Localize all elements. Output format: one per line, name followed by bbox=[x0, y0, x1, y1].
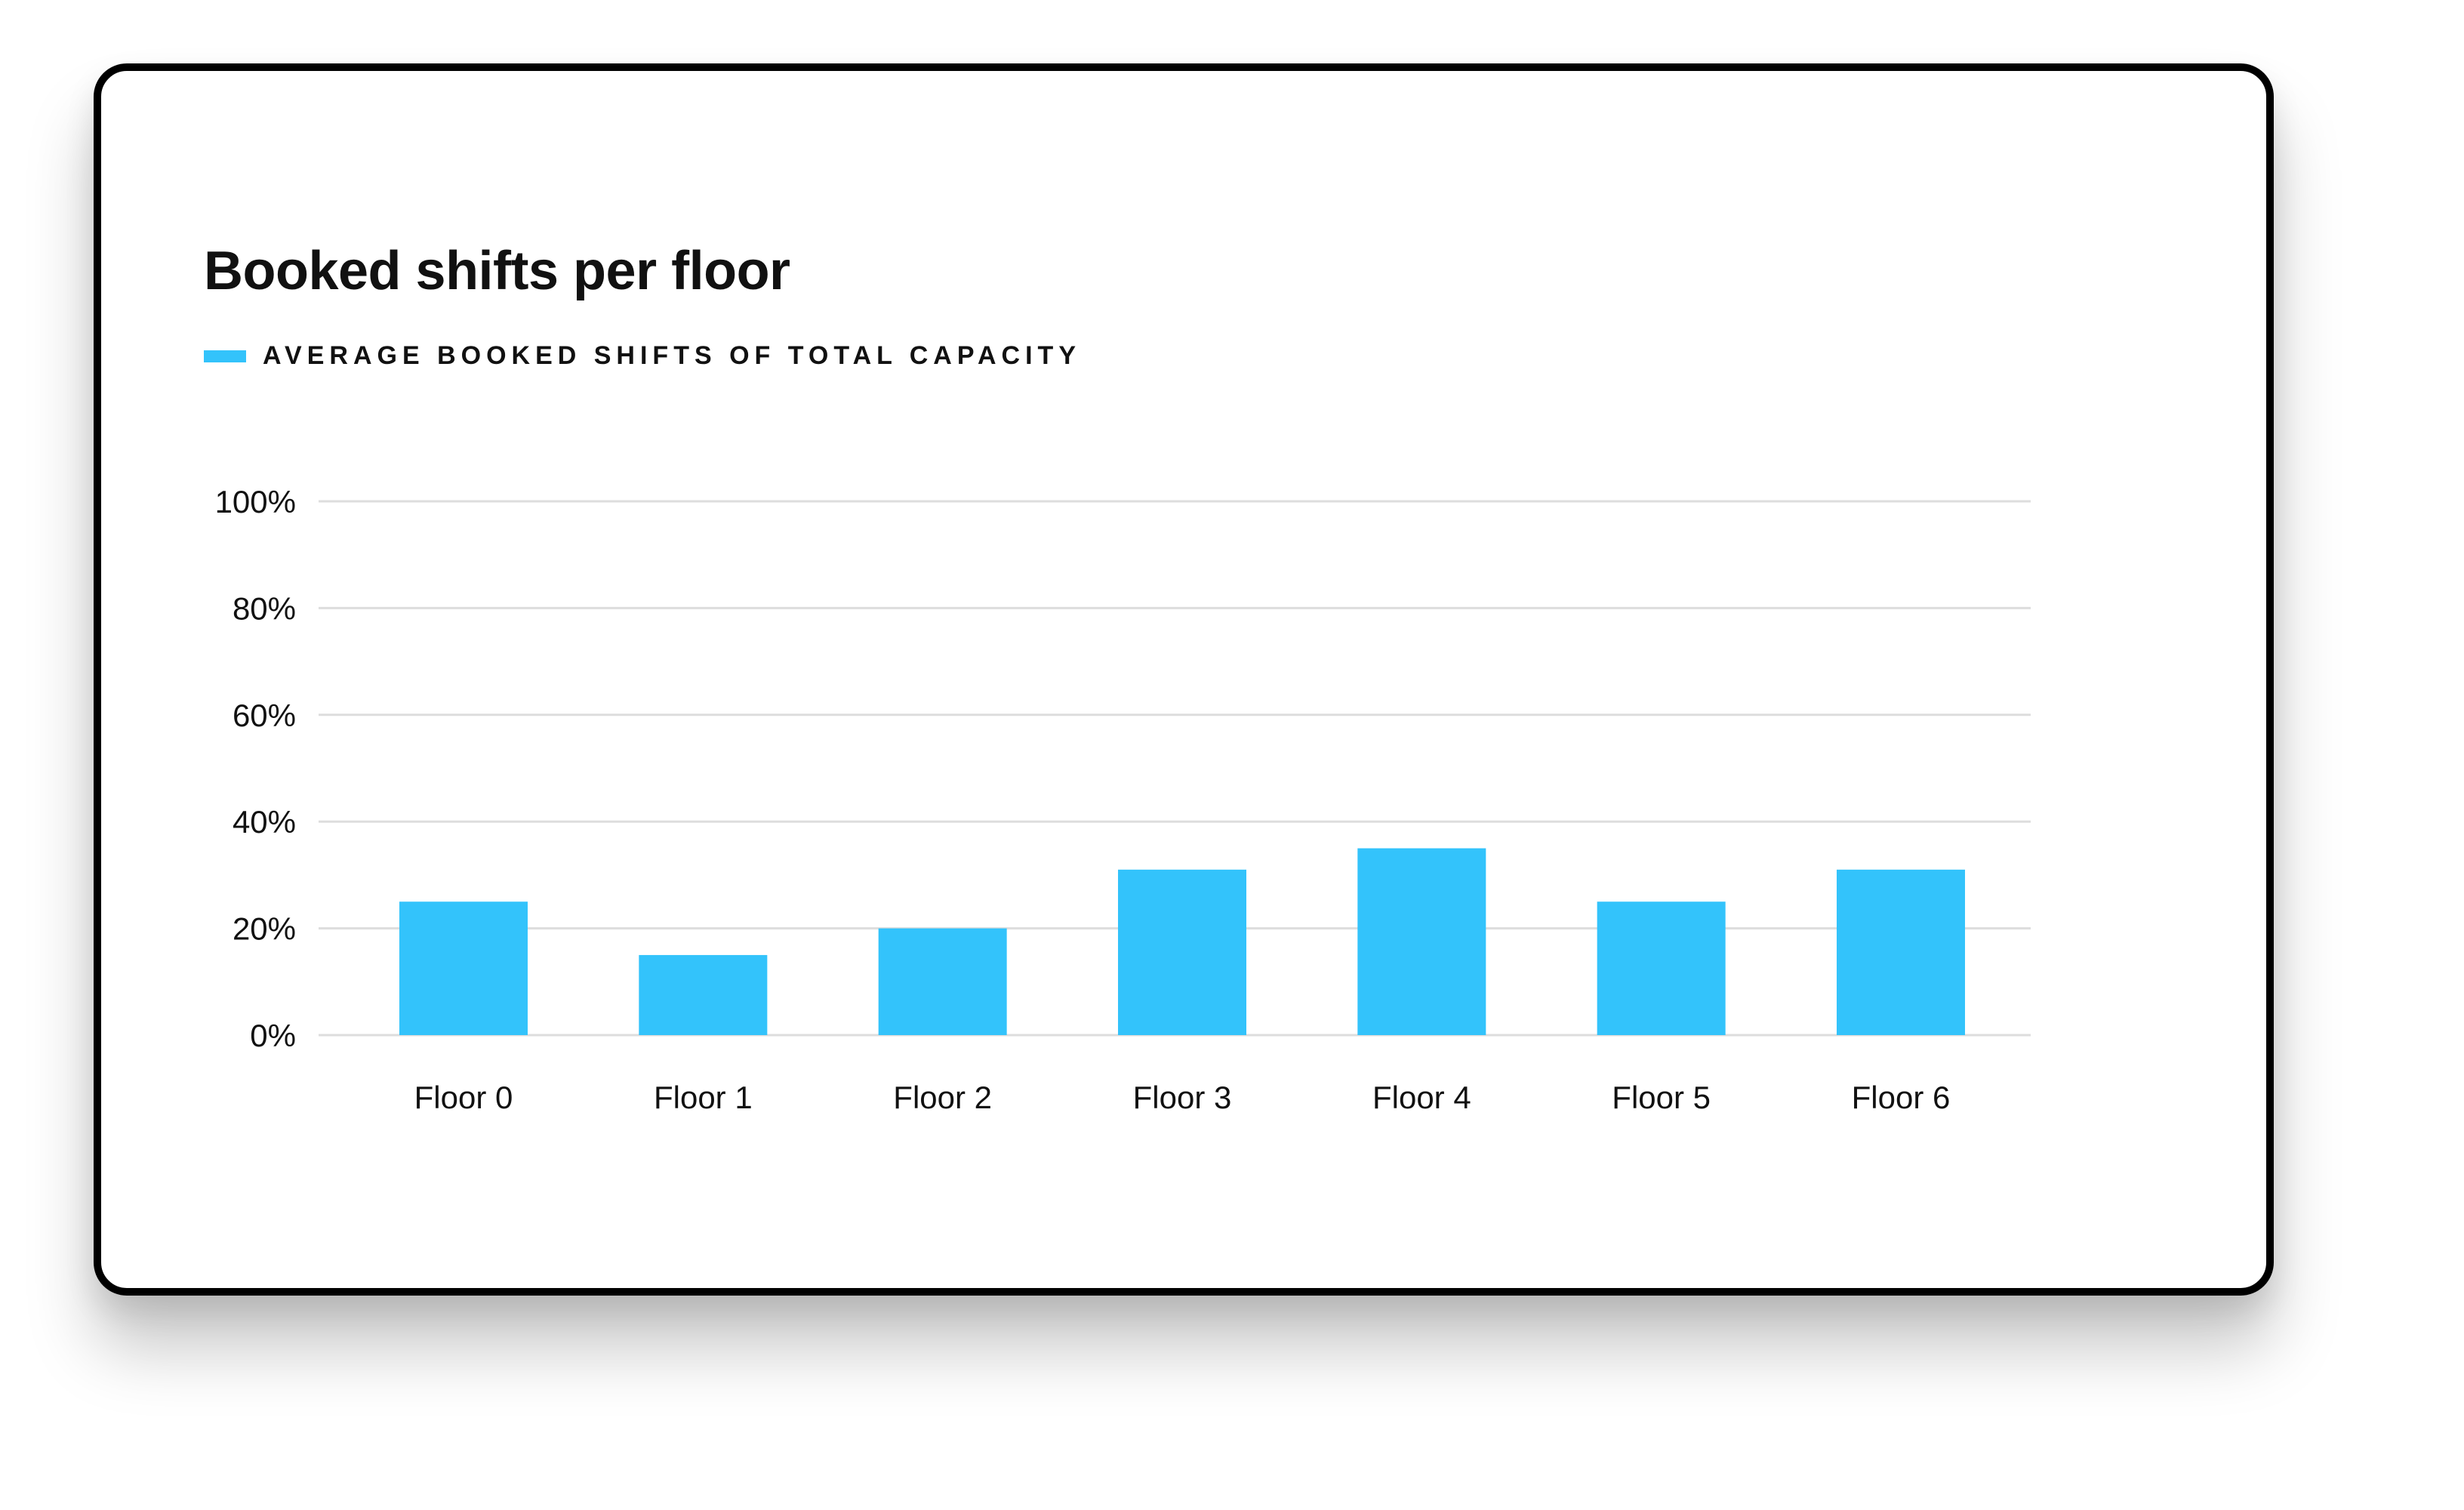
y-tick-label: 80% bbox=[233, 590, 296, 626]
x-tick-label: Floor 2 bbox=[893, 1080, 992, 1115]
y-tick-label: 20% bbox=[233, 911, 296, 947]
legend: AVERAGE BOOKED SHIFTS OF TOTAL CAPACITY bbox=[204, 341, 1081, 371]
x-axis-ticks: Floor 0 Floor 1 Floor 2 Floor 3 Floor 4 Floor… bbox=[414, 1080, 1951, 1115]
x-tick-label: Floor 1 bbox=[654, 1080, 753, 1115]
chart-title: Booked shifts per floor bbox=[204, 241, 790, 301]
x-tick-label: Floor 6 bbox=[1852, 1080, 1951, 1115]
legend-swatch bbox=[204, 350, 246, 362]
bar bbox=[1837, 869, 1965, 1035]
bar bbox=[639, 954, 768, 1035]
y-tick-label: 60% bbox=[233, 698, 296, 733]
bar bbox=[1118, 869, 1246, 1035]
bar bbox=[1597, 901, 1726, 1035]
x-tick-label: Floor 4 bbox=[1372, 1080, 1471, 1115]
legend-label: AVERAGE BOOKED SHIFTS OF TOTAL CAPACITY bbox=[263, 341, 1082, 370]
bar bbox=[878, 928, 1007, 1035]
x-tick-label: Floor 5 bbox=[1612, 1080, 1711, 1115]
y-axis-ticks: 0% 20% 40% 60% 80% 100% bbox=[215, 484, 296, 1053]
x-tick-label: Floor 0 bbox=[414, 1080, 513, 1115]
bar bbox=[1357, 848, 1486, 1035]
x-tick-label: Floor 3 bbox=[1133, 1080, 1232, 1115]
y-tick-label: 0% bbox=[250, 1018, 296, 1053]
bars bbox=[399, 848, 1965, 1035]
chart-card bbox=[94, 63, 2274, 1296]
y-tick-label: 40% bbox=[233, 804, 296, 840]
y-tick-label: 100% bbox=[215, 484, 296, 519]
bar bbox=[399, 901, 528, 1035]
